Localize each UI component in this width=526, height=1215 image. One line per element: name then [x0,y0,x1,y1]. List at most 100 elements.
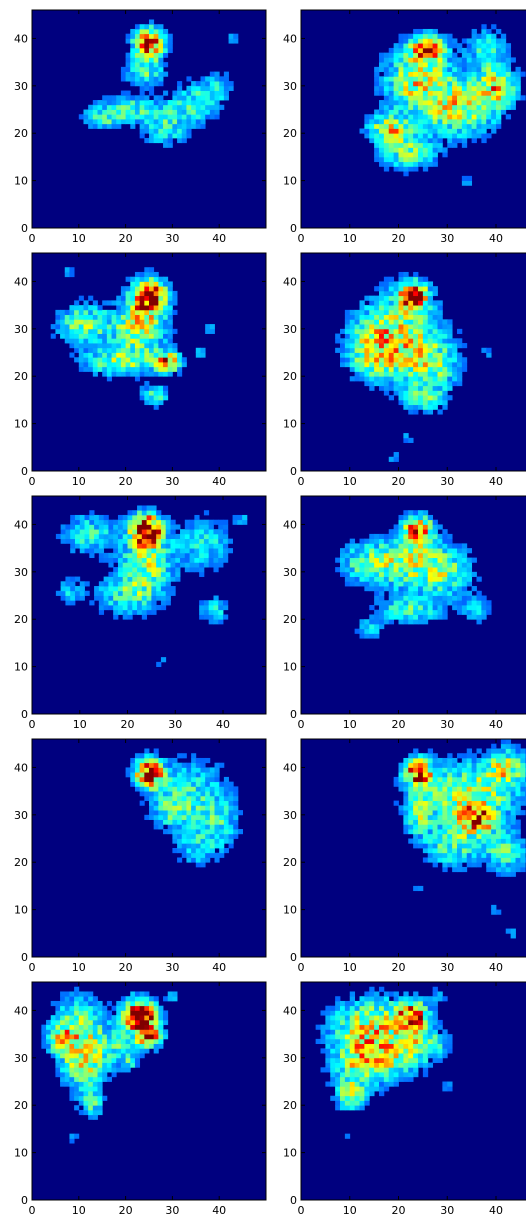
heatmap-cell [165,600,171,606]
heatmap-cell [452,581,458,587]
heatmap-cell [422,571,429,577]
heatmap-cell [447,781,453,787]
heatmap-cell [432,343,438,349]
heatmap-cell [515,757,521,764]
heatmap-cell [158,1029,164,1035]
heatmap-cell [403,609,409,615]
heatmap-cell [200,843,206,849]
heatmap-cell [156,567,162,573]
heatmap-cell [466,95,473,101]
heatmap-cell [422,123,429,129]
heatmap-cell [191,90,197,96]
heatmap-cell [422,538,429,544]
heatmap-cell [388,366,395,372]
heatmap-cell [92,1000,98,1007]
heatmap-cell [379,76,385,82]
heatmap-cell [325,1043,331,1049]
heatmap-cell [120,1010,126,1016]
heatmap-cell [108,586,114,592]
heatmap-cell [116,300,122,306]
heatmap-cell [130,781,136,787]
heatmap-cell [520,753,526,759]
heatmap-cell [158,66,164,73]
heatmap-cell [189,548,195,554]
heatmap-cell [437,38,443,44]
heatmap-cell [144,28,150,35]
y-tick-label: 20 [283,613,297,626]
heatmap-cell [214,767,220,773]
heatmap-cell [520,810,526,816]
heatmap-cell [520,772,526,778]
heatmap-cell [228,791,234,797]
heatmap-cell [461,90,468,96]
heatmap-cell [393,109,399,115]
heatmap-cell [167,781,173,787]
heatmap-cell [60,328,66,334]
heatmap-cell [403,514,409,521]
heatmap-cell [191,810,197,816]
heatmap-cell [461,57,468,63]
heatmap-cell [209,852,215,858]
heatmap-cell [122,548,128,554]
heatmap-cell [167,319,173,325]
heatmap-cell [172,767,178,773]
heatmap-cell [388,548,395,554]
heatmap-cell [437,123,443,129]
heatmap-cell [117,543,124,549]
heatmap-cell [388,533,395,540]
heatmap-cell [500,805,507,811]
heatmap-cell [398,305,404,311]
heatmap-cell [139,767,145,773]
heatmap-cell [496,767,502,773]
heatmap-cell [330,1048,336,1054]
heatmap-cell [106,338,112,344]
heatmap-cell [432,524,438,530]
heatmap-cell [228,843,234,849]
heatmap-cell [369,366,375,372]
heatmap-cell [65,581,71,587]
heatmap-cell [108,600,114,606]
heatmap-cell [422,366,429,372]
heatmap-cell [78,1019,84,1026]
heatmap-cell [113,567,119,573]
heatmap-cell [146,538,152,544]
heatmap-cell [122,605,128,611]
heatmap-cell [379,314,385,320]
heatmap-cell [55,1057,61,1063]
heatmap-cell [466,848,473,854]
heatmap-cell [422,772,429,778]
heatmap-cell [158,276,164,282]
heatmap-cell [403,290,409,297]
heatmap-cell [383,543,390,549]
heatmap-cell [127,590,133,596]
heatmap-cell [427,319,434,325]
heatmap-cell [427,309,434,316]
heatmap-cell [515,781,521,787]
heatmap-cell [120,1034,126,1040]
heatmap-cell [97,347,103,353]
heatmap-cell [78,333,84,339]
heatmap-cell [413,590,419,596]
heatmap-cell [130,991,136,997]
heatmap-cell [102,100,108,106]
heatmap-cell [408,829,414,835]
heatmap-cell [510,829,516,835]
heatmap-cell [191,109,197,115]
heatmap-cell [408,767,414,773]
heatmap-cell [466,38,473,44]
heatmap-cell [486,33,492,39]
heatmap-cell [153,300,159,306]
heatmap-cell [233,791,239,797]
heatmap-cell [364,357,370,363]
heatmap-cell [418,295,424,301]
heatmap-cell [418,300,424,306]
heatmap-cell [398,590,404,596]
heatmap-cell [158,399,164,406]
heatmap-cell [354,576,360,582]
heatmap-cell [374,628,380,634]
heatmap-cell [46,1019,52,1026]
y-tick-label: 30 [283,809,297,822]
heatmap-cell [181,104,187,110]
heatmap-cell [418,38,424,44]
heatmap-cell [102,347,108,353]
